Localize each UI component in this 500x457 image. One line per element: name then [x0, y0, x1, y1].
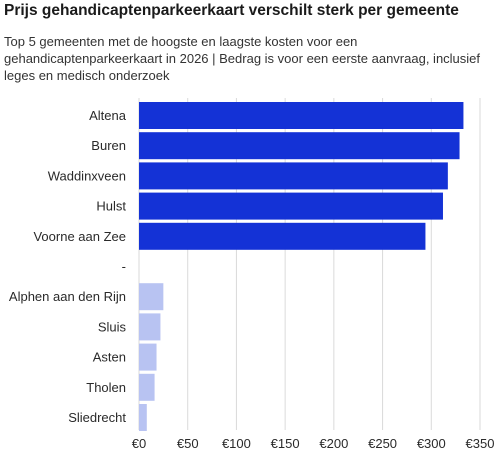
bar: [139, 313, 161, 341]
x-tick-label: €50: [177, 436, 199, 451]
bar: [139, 343, 157, 371]
category-label: Waddinxveen: [48, 168, 126, 183]
category-label: Buren: [91, 138, 126, 153]
x-tick-label: €250: [368, 436, 397, 451]
category-label: Sliedrecht: [68, 410, 126, 425]
bar: [139, 102, 464, 129]
category-label: Voorne aan Zee: [33, 229, 126, 244]
x-axis-ticks: €0 €50 €100 €150 €200 €250 €300 €350: [132, 436, 495, 451]
category-label: Asten: [93, 350, 126, 365]
bar: [139, 162, 448, 190]
x-tick-label: €350: [466, 436, 495, 451]
category-label: Alphen aan den Rijn: [9, 289, 126, 304]
x-tick-label: €0: [132, 436, 146, 451]
x-tick-label: €200: [319, 436, 348, 451]
chart-title: Prijs gehandicaptenparkeerkaart verschil…: [4, 2, 459, 19]
bar: [139, 404, 147, 431]
category-label: -: [122, 259, 126, 274]
chart-subtitle: Top 5 gemeenten met de hoogste en laagst…: [4, 34, 481, 83]
x-tick-label: €150: [271, 436, 300, 451]
category-label: Sluis: [98, 319, 127, 334]
x-tick-label: €300: [417, 436, 446, 451]
bar: [139, 373, 155, 401]
category-label: Hulst: [96, 199, 126, 214]
category-label: Altena: [89, 108, 127, 123]
x-tick-label: €100: [222, 436, 251, 451]
category-label: Tholen: [86, 380, 126, 395]
bar: [139, 283, 164, 311]
bar: [139, 132, 460, 160]
bar: [139, 222, 426, 250]
bars: [139, 102, 464, 431]
bar: [139, 192, 443, 220]
category-labels: Altena Buren Waddinxveen Hulst Voorne aan Ze…: [9, 108, 127, 425]
